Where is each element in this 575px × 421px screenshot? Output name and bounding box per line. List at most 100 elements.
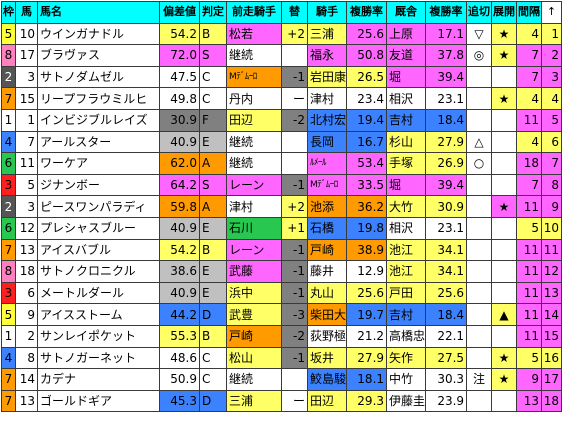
jockey-rate: 27.9 (346, 346, 388, 370)
kae-value: -1 (281, 65, 308, 89)
jockey-rate: 36.2 (346, 195, 388, 218)
horse-name: リープフラウミルヒ (37, 87, 160, 110)
horse-number: 2 (15, 324, 38, 348)
header-kae[interactable]: 替 (281, 1, 308, 24)
table-row[interactable]: 3 5 ジナンボー 64.2 S レーン -1 Mﾃﾞﾑｰﾛ 33.5 堀 39.4 7 8 (1, 173, 563, 197)
jockey-rate: 25.6 (346, 281, 388, 305)
table-row[interactable]: 3 6 メートルダール 40.9 E 浜中 -1 丸山 25.6 戸田 25.6 11 13 (1, 281, 563, 305)
hensa-value: 38.6 (159, 260, 200, 283)
kankaku-value: 11 (516, 108, 543, 132)
waku-cell: 6 (1, 152, 16, 175)
kae-value (281, 368, 308, 391)
horse-name: サトノガーネット (37, 346, 160, 370)
header-hensa[interactable]: 偏差値 (159, 1, 200, 24)
header-hantei[interactable]: 判定 (199, 1, 227, 24)
kankaku-value: 9 (516, 368, 543, 391)
header-tenkai[interactable]: 展開 (491, 1, 518, 24)
oikiri-mark (466, 303, 493, 326)
table-row[interactable]: 1 2 サンレイポケット 55.3 B 戸崎 -2 荻野極 21.2 高橋忠 22.1 11 15 (1, 324, 563, 348)
waku-cell: 8 (1, 44, 16, 67)
kankaku-value: 11 (516, 238, 543, 262)
jockey-name: 津村 (306, 87, 348, 110)
kae-value: -1 (281, 238, 308, 262)
kae-value: +2 (281, 195, 308, 218)
tenkai-mark (491, 108, 518, 132)
hantei-grade: D (199, 389, 227, 413)
header-oikiri[interactable]: 追切 (466, 1, 493, 24)
tenkai-mark (491, 281, 518, 305)
table-row[interactable]: 6 11 ワーケア 62.0 A 継続 ﾙﾒｰﾙ 53.4 手塚 26.9 ○ 18 7 (1, 152, 563, 175)
horse-name: ピースワンパラディ (37, 195, 160, 218)
tenkai-mark: ★ (491, 195, 518, 218)
table-row[interactable]: 2 3 ピースワンパラディ 59.8 A 津村 +2 池添 36.2 大竹 30.9 ★ 11 9 (1, 195, 563, 218)
table-row[interactable]: 8 17 ブラヴァス 72.0 S 継続 福永 50.8 友道 37.8 ◎ ★ 7 2 (1, 44, 563, 67)
table-row[interactable]: 5 10 ウインガナドル 54.2 B 松若 +2 三浦 25.6 上原 17.1 ▽ ★ 4 1 (1, 22, 563, 46)
ninki-value: 1 (541, 22, 563, 46)
kankaku-value: 11 (516, 195, 543, 218)
header-prev-jockey[interactable]: 前走騎手 (226, 1, 282, 24)
waku-cell: 2 (1, 195, 16, 218)
hensa-value: 59.8 (159, 195, 200, 218)
table-row[interactable]: 7 14 カデナ 50.9 C 継続 鮫島駿 18.1 中竹 30.3 注 ★ 9 17 (1, 368, 563, 391)
horse-name: サトノダムゼル (37, 65, 160, 89)
tenkai-mark: ★ (491, 44, 518, 67)
jockey-name: 鮫島駿 (306, 368, 348, 391)
jockey-name: 長岡 (306, 130, 348, 154)
oikiri-mark: △ (466, 130, 493, 154)
header-uma[interactable]: 馬 (15, 1, 38, 24)
header-kankaku[interactable]: 間隔 (516, 1, 543, 24)
horse-number: 6 (15, 281, 38, 305)
horse-name: ワーケア (37, 152, 160, 175)
hantei-grade: B (199, 324, 227, 348)
table-row[interactable]: 2 3 サトノダムゼル 47.5 C Mﾃﾞﾑｰﾛ -1 岩田康 26.5 堀 39.4 7 3 (1, 65, 563, 89)
stable-name: 杉山 (386, 130, 427, 154)
hantei-grade: E (199, 281, 227, 305)
jockey-name: ﾙﾒｰﾙ (306, 152, 348, 175)
table-row[interactable]: 1 1 インビジブルレイズ 30.9 F 田辺 -2 北村宏 19.4 吉村 18.4 11 5 (1, 108, 563, 132)
table-row[interactable]: 8 18 サトノクロニクル 38.6 E 武藤 -1 藤井 12.9 池江 34.1 11 12 (1, 260, 563, 283)
stable-rate: 23.1 (425, 87, 468, 110)
kae-value (281, 152, 308, 175)
stable-name: 上原 (386, 22, 427, 46)
kankaku-value: 5 (516, 346, 543, 370)
waku-cell: 3 (1, 281, 16, 305)
oikiri-mark (466, 87, 493, 110)
header-stable-rate[interactable]: 複勝率 (425, 1, 468, 24)
hensa-value: 62.0 (159, 152, 200, 175)
kankaku-value: 5 (516, 216, 543, 240)
table-row[interactable]: 4 7 アールスター 40.9 E 継続 長岡 16.7 杉山 27.9 △ 4 6 (1, 130, 563, 154)
header-jockey[interactable]: 騎手 (306, 1, 348, 24)
header-waku[interactable]: 枠 (1, 1, 16, 24)
hensa-value: 64.2 (159, 173, 200, 197)
table-row[interactable]: 7 13 ゴールドギア 45.3 D 三浦ー田辺 29.3 伊藤圭 23.9 13 18 (1, 389, 563, 413)
kankaku-value: 11 (516, 324, 543, 348)
table-row[interactable]: 4 8 サトノガーネット 48.6 C 松山 -1 坂井 27.9 矢作 27.5 ★ 5 16 (1, 346, 563, 370)
oikiri-mark (466, 346, 493, 370)
header-stable[interactable]: 厩舎 (386, 1, 427, 24)
header-jockey-rate[interactable]: 複勝率 (346, 1, 388, 24)
kankaku-value: 4 (516, 130, 543, 154)
table-row[interactable]: 5 9 アイスストーム 44.2 D 武豊 -3 柴田大 19.7 吉村 18.4 ▲ 11 14 (1, 303, 563, 326)
prev-jockey: 津村 (226, 195, 282, 218)
tenkai-mark (491, 324, 518, 348)
horse-name: ジナンボー (37, 173, 160, 197)
oikiri-mark (466, 260, 493, 283)
oikiri-mark: ▽ (466, 22, 493, 46)
waku-cell: 7 (1, 368, 16, 391)
stable-name: 手塚 (386, 152, 427, 175)
hantei-grade: S (199, 44, 227, 67)
prev-jockey: 浜中 (226, 281, 282, 305)
table-row[interactable]: 7 13 アイスバブル 54.2 B レーン -1 戸崎 38.9 池江 34.1 11 11 (1, 238, 563, 262)
horse-number: 12 (15, 216, 38, 240)
header-sort-icon[interactable]: ↑ (541, 1, 563, 24)
horse-name: アイスバブル (37, 238, 160, 262)
kankaku-value: 18 (516, 152, 543, 175)
kankaku-value: 13 (516, 389, 543, 413)
tenkai-mark (491, 238, 518, 262)
stable-rate: 37.8 (425, 44, 468, 67)
table-row[interactable]: 7 15 リープフラウミルヒ 49.8 C 丹内ー津村 23.4 相沢 23.1 ★ 4 4 (1, 87, 563, 110)
table-row[interactable]: 6 12 プレシャスブルー 40.9 E 石川 +1 石橋 19.8 相沢 23.1 5 10 (1, 216, 563, 240)
horse-number: 17 (15, 44, 38, 67)
kankaku-value: 7 (516, 65, 543, 89)
header-name[interactable]: 馬名 (37, 1, 160, 24)
